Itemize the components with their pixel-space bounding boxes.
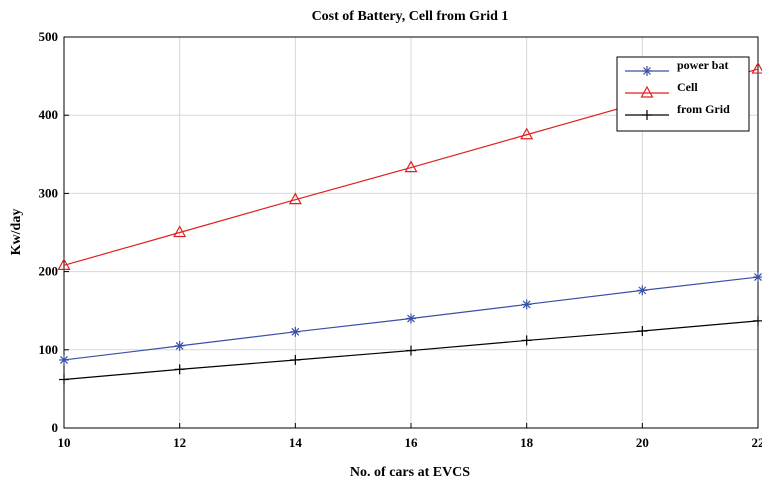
data-point-triangle: [640, 85, 654, 98]
x-tick-label: 16: [405, 435, 419, 450]
y-tick-label: 500: [39, 29, 59, 44]
data-point-triangle: [57, 258, 71, 270]
series-layer: [57, 61, 762, 385]
x-tick-label: 18: [520, 435, 534, 450]
x-tick-label: 14: [289, 435, 303, 450]
x-tick-label: 12: [173, 435, 186, 450]
y-axis-ticks: 0 100 200 300 400 500: [39, 29, 69, 435]
data-point-asterisk: [290, 326, 301, 337]
y-axis-label: Kw/day: [9, 209, 24, 256]
data-point-plus: [174, 364, 185, 375]
data-point-asterisk: [521, 299, 532, 310]
series-power-bat: [59, 272, 762, 365]
data-point-plus: [406, 345, 416, 356]
legend-item: Cell: [625, 80, 698, 98]
legend-item: from Grid: [625, 102, 730, 120]
data-point-triangle: [404, 160, 418, 173]
data-point-plus: [753, 315, 762, 326]
data-point-plus: [642, 110, 652, 120]
data-point-asterisk: [642, 66, 652, 76]
data-point-asterisk: [637, 285, 648, 296]
legend-label: Cell: [677, 80, 698, 94]
data-point-triangle: [751, 61, 762, 74]
data-point-triangle: [288, 192, 302, 205]
data-point-asterisk: [59, 354, 69, 365]
chart-title: Cost of Battery, Cell from Grid 1: [312, 9, 509, 24]
legend-label: power bat: [677, 58, 728, 72]
legend-box: [616, 56, 750, 132]
x-tick-label: 20: [636, 435, 649, 450]
x-axis-ticks: 10 12 14 16 18 20 22: [58, 423, 762, 450]
data-point-asterisk: [406, 313, 416, 324]
x-axis-label: No. of cars at EVCS: [350, 465, 470, 480]
data-point-triangle: [173, 225, 187, 238]
y-tick-label: 400: [39, 107, 59, 122]
series-from-grid: [59, 315, 762, 385]
data-point-plus: [521, 335, 532, 346]
y-tick-label: 300: [39, 185, 59, 200]
y-tick-label: 200: [39, 264, 59, 279]
data-point-triangle: [520, 127, 534, 140]
legend: power bat Cell from Grid: [616, 56, 750, 132]
data-point-plus: [290, 354, 301, 365]
data-point-asterisk: [753, 272, 762, 283]
x-tick-label: 22: [752, 435, 762, 450]
y-tick-label: 100: [39, 342, 59, 357]
data-point-plus: [637, 326, 648, 337]
data-point-asterisk: [174, 340, 185, 351]
legend-label: from Grid: [677, 102, 730, 116]
data-point-plus: [59, 374, 69, 385]
legend-item: power bat: [625, 58, 728, 76]
y-tick-label: 0: [52, 420, 59, 435]
x-tick-label: 10: [58, 435, 71, 450]
